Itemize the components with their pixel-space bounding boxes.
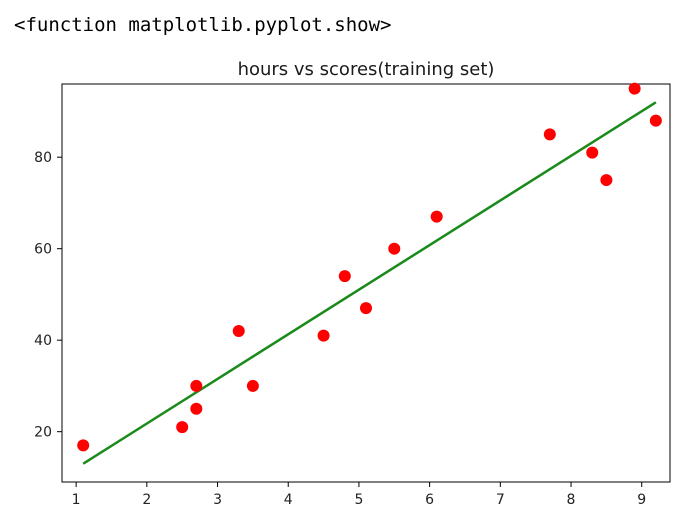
y-tick-label: 60 bbox=[34, 242, 52, 258]
x-tick-label: 4 bbox=[284, 492, 293, 508]
x-axis: 1 2 3 4 5 6 7 8 9 bbox=[72, 482, 646, 508]
x-tick-label: 8 bbox=[567, 492, 576, 508]
data-point bbox=[338, 270, 351, 283]
plot-area: 1 2 3 4 5 6 7 8 9 20 40 60 80 bbox=[34, 82, 671, 508]
y-tick-label: 80 bbox=[34, 150, 52, 166]
axes-frame bbox=[61, 83, 671, 483]
regression-line-layer bbox=[82, 101, 657, 465]
data-point bbox=[190, 379, 203, 392]
data-point bbox=[317, 329, 330, 342]
data-point bbox=[649, 114, 662, 127]
data-point bbox=[246, 379, 259, 392]
data-point bbox=[360, 302, 372, 315]
cell-output-text: <function matplotlib.pyplot.show> bbox=[14, 14, 392, 36]
data-point bbox=[600, 174, 613, 187]
y-axis: 20 40 60 80 bbox=[34, 150, 62, 441]
x-tick-label: 1 bbox=[72, 492, 81, 508]
data-point bbox=[190, 402, 203, 415]
data-point bbox=[176, 421, 189, 434]
data-point bbox=[388, 242, 401, 255]
data-point bbox=[232, 325, 245, 338]
x-tick-label: 7 bbox=[496, 492, 505, 508]
regression-line bbox=[82, 101, 657, 465]
x-tick-label: 6 bbox=[425, 492, 434, 508]
y-tick-label: 40 bbox=[34, 333, 52, 349]
x-tick-label: 5 bbox=[354, 492, 363, 508]
x-tick-label: 2 bbox=[142, 492, 151, 508]
x-tick-label: 9 bbox=[637, 492, 646, 508]
data-point bbox=[628, 82, 641, 95]
data-point bbox=[430, 210, 443, 223]
chart-title: hours vs scores(training set) bbox=[238, 59, 495, 80]
data-point bbox=[586, 146, 599, 159]
x-tick-label: 3 bbox=[213, 492, 222, 508]
data-point bbox=[77, 439, 90, 452]
data-point bbox=[543, 128, 556, 141]
points-layer bbox=[77, 82, 662, 452]
y-tick-label: 20 bbox=[34, 425, 52, 441]
